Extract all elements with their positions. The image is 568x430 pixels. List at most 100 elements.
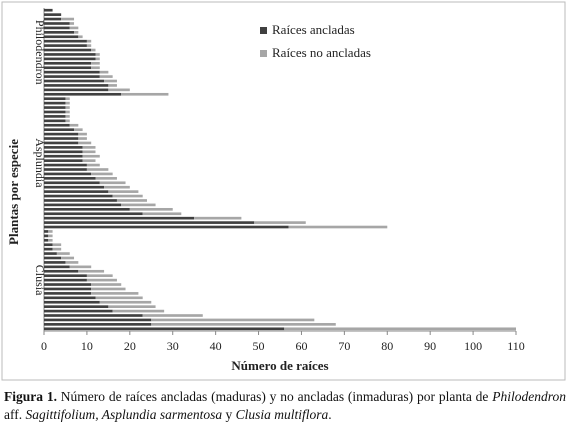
caption: Figura 1. Número de raíces ancladas (mad… — [4, 388, 566, 424]
bar-unanchored — [78, 132, 87, 136]
caption-part: Figura 1. — [4, 389, 57, 404]
bar-anchored — [44, 26, 70, 30]
bar-unanchored — [52, 243, 62, 247]
bar-anchored — [44, 70, 100, 74]
bar-unanchored — [86, 168, 109, 171]
bar-unanchored — [78, 35, 83, 39]
bar-unanchored — [91, 66, 100, 70]
bar-unanchored — [151, 323, 336, 326]
bar-unanchored — [99, 70, 109, 74]
bar-unanchored — [65, 261, 79, 264]
x-tick-label: 60 — [295, 339, 307, 353]
bar-anchored — [44, 221, 255, 224]
bar-unanchored — [95, 53, 100, 56]
bar-anchored — [44, 269, 79, 273]
bar-anchored — [44, 185, 105, 189]
bar-unanchored — [52, 247, 62, 251]
bar-anchored — [44, 203, 122, 207]
bar-anchored — [44, 247, 53, 251]
bar-anchored — [44, 305, 109, 308]
bar-unanchored — [61, 17, 75, 21]
bar-unanchored — [82, 150, 96, 154]
bar-unanchored — [74, 128, 83, 132]
bar-anchored — [44, 13, 62, 16]
bar-anchored — [44, 296, 96, 300]
bar-unanchored — [108, 190, 139, 193]
bar-anchored — [44, 119, 66, 123]
bar-anchored — [44, 137, 79, 140]
bar-unanchored — [112, 309, 165, 313]
bar-unanchored — [108, 88, 130, 92]
x-tick-label: 100 — [464, 339, 482, 353]
bar-unanchored — [95, 57, 100, 61]
caption-part: . — [328, 407, 332, 422]
bar-unanchored — [99, 75, 113, 78]
bar-anchored — [44, 128, 75, 132]
bar-unanchored — [194, 216, 242, 220]
bar-anchored — [44, 190, 109, 193]
bar-unanchored — [108, 84, 117, 87]
bar-anchored — [44, 300, 100, 304]
bar-unanchored — [108, 305, 156, 308]
bar-anchored — [44, 234, 49, 238]
bar-unanchored — [65, 106, 70, 109]
bar-anchored — [44, 314, 143, 317]
bar-anchored — [44, 261, 66, 264]
bar-unanchored — [91, 283, 122, 286]
bar-unanchored — [69, 22, 75, 25]
bar-unanchored — [254, 221, 306, 224]
x-tick-label: 90 — [424, 339, 436, 353]
bar-anchored — [44, 172, 92, 176]
bar-anchored — [44, 207, 130, 211]
bar-unanchored — [86, 44, 92, 47]
bar-anchored — [44, 17, 62, 21]
bar-anchored — [44, 79, 105, 83]
bar-unanchored — [91, 61, 100, 65]
bar-unanchored — [65, 110, 70, 114]
bar-anchored — [44, 110, 66, 114]
bar-unanchored — [104, 185, 130, 189]
bar-anchored — [44, 48, 92, 52]
group-label: Clusia — [33, 265, 47, 296]
legend-label: Raíces no ancladas — [272, 45, 371, 60]
bar-anchored — [44, 309, 113, 313]
bar-anchored — [44, 66, 92, 70]
bar-anchored — [44, 57, 96, 61]
legend-label: Raíces ancladas — [272, 22, 355, 37]
bar-unanchored — [104, 79, 117, 83]
bar-unanchored — [112, 194, 143, 198]
group-label: Philodendron — [33, 20, 47, 85]
bar-unanchored — [86, 163, 100, 167]
bar-anchored — [44, 75, 100, 78]
bar-anchored — [44, 150, 83, 154]
bar-anchored — [44, 274, 87, 278]
caption-part: Número de raíces ancladas (maduras) y no… — [56, 389, 493, 404]
bar-anchored — [44, 132, 79, 136]
bar-unanchored — [69, 123, 79, 127]
bar-anchored — [44, 256, 62, 260]
bar-unanchored — [91, 292, 139, 295]
bar-anchored — [44, 225, 289, 229]
bar-unanchored — [121, 203, 156, 207]
bar-anchored — [44, 159, 83, 162]
chart: Número de raíces Plantas por especie 0 10… — [1, 1, 566, 381]
chart-frame — [1, 1, 566, 381]
bar-anchored — [44, 265, 70, 269]
bar-anchored — [44, 123, 70, 127]
bar-anchored — [44, 22, 70, 25]
x-axis-title: Número de raíces — [231, 358, 328, 373]
bar-anchored — [44, 146, 83, 149]
bar-unanchored — [82, 154, 100, 158]
bar-anchored — [44, 212, 143, 216]
bar-anchored — [44, 318, 152, 322]
bar-unanchored — [86, 274, 113, 278]
bar-anchored — [44, 252, 57, 255]
bar-unanchored — [69, 265, 92, 269]
bar-unanchored — [91, 48, 96, 52]
bar-unanchored — [56, 252, 70, 255]
bar-anchored — [44, 8, 53, 12]
bar-unanchored — [78, 141, 92, 145]
bar-unanchored — [82, 146, 96, 149]
bar-anchored — [44, 35, 79, 39]
bar-anchored — [44, 216, 195, 220]
